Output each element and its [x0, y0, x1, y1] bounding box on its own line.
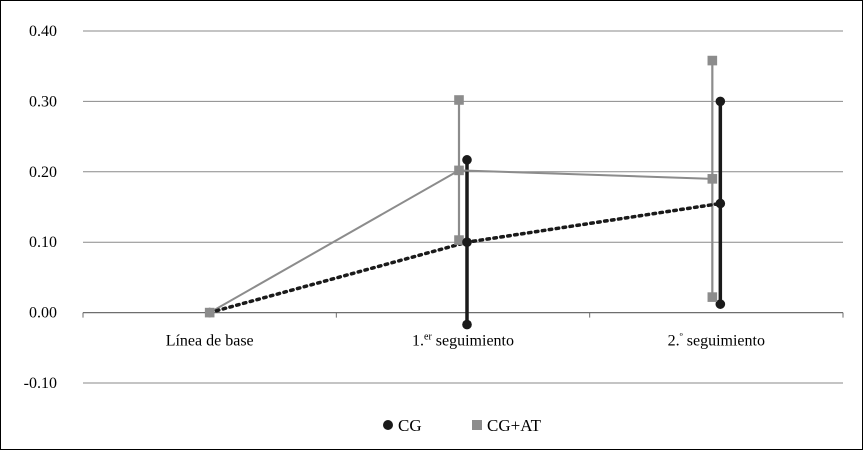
- x-tick-label: 1.er seguimiento: [412, 332, 514, 350]
- legend-marker: [383, 420, 393, 430]
- y-tick-label: 0.20: [29, 164, 57, 181]
- gridlines: [83, 30, 843, 384]
- error-endpoint-marker: [707, 292, 718, 302]
- x-axis: Línea de base 1.er seguimiento 2.º seguimi…: [82, 311, 844, 350]
- data-point: [715, 198, 726, 209]
- data-point: [204, 307, 215, 318]
- error-endpoint-marker: [462, 319, 472, 330]
- y-tick-label: 0.10: [29, 234, 57, 251]
- series-markers: [204, 55, 726, 330]
- legend-label: CG+AT: [487, 416, 542, 435]
- y-tick-label: 0.00: [29, 305, 57, 322]
- data-point: [707, 174, 718, 184]
- series-line-cg: [207, 201, 723, 315]
- legend-marker: [472, 420, 482, 430]
- x-tick-label: Línea de base: [166, 333, 254, 350]
- error-endpoint-marker: [454, 95, 464, 105]
- y-tick-label: 0.40: [29, 23, 57, 40]
- y-tick-label: 0.30: [29, 93, 57, 110]
- legend-label: CG: [398, 416, 422, 435]
- y-tick-label: -0.10: [24, 375, 57, 392]
- error-endpoint-marker: [454, 235, 464, 245]
- error-endpoint-marker: [707, 55, 718, 66]
- error-endpoint-marker: [715, 299, 726, 309]
- y-axis-tick-labels: -0.10 0.00 0.10 0.20 0.30 0.40: [24, 23, 57, 392]
- error-bars: [457, 60, 723, 325]
- error-endpoint-marker: [715, 96, 726, 107]
- legend: CG CG+AT: [383, 416, 542, 435]
- data-point: [462, 237, 472, 247]
- x-tick-label: 2.º seguimiento: [668, 332, 765, 350]
- data-point: [454, 165, 464, 176]
- error-endpoint-marker: [462, 155, 472, 165]
